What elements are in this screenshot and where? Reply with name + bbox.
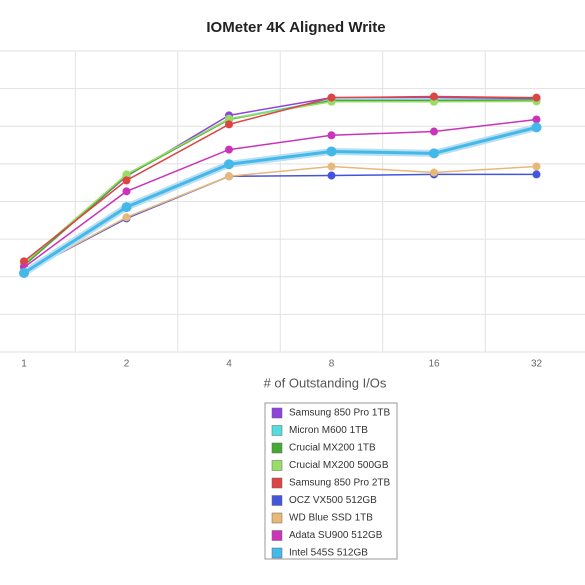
data-point [430,127,438,136]
data-point [531,122,542,133]
data-point [532,170,541,179]
series-line [23,173,537,273]
data-point [326,146,337,157]
data-point [122,176,131,185]
legend-swatch [271,442,283,454]
legend-label: OCZ VX500 512GB [289,495,377,506]
data-point [327,162,336,171]
data-point [224,159,234,170]
series-line [23,165,537,273]
legend-label: Crucial MX200 1TB [289,443,376,454]
data-point [225,145,233,154]
legend-swatch [271,530,283,541]
legend-swatch [271,407,283,419]
series-line [23,125,537,275]
data-point [122,187,131,196]
data-point [122,170,131,179]
legend-swatch [271,460,283,471]
data-point [532,162,541,171]
legend-label: Crucial MX200 500GB [289,460,389,471]
legend-swatch [271,495,283,506]
chart-title: IOMeter 4K Aligned Write [206,19,385,36]
x-axis-label: # of Outstanding I/Os [264,375,387,390]
data-point [225,120,233,129]
x-tick-label: 2 [124,359,130,370]
data-point [532,115,541,124]
data-point [225,114,233,123]
x-tick-label: 32 [531,359,543,370]
data-point [532,93,541,102]
data-point [430,168,438,177]
x-tick-label: 4 [226,359,232,370]
legend-label: Intel 545S 512GB [289,548,368,559]
data-point [225,172,233,181]
legend-label: Samsung 850 Pro 2TB [289,478,390,489]
data-point [327,93,336,102]
legend-label: Micron M600 1TB [289,425,368,436]
data-point [121,202,132,213]
data-point [327,131,336,140]
x-tick-label: 8 [329,359,335,370]
x-tick-label: 16 [428,359,440,370]
series-line [23,118,537,268]
data-point [327,171,336,180]
legend-swatch [271,425,283,436]
legend-label: Samsung 850 Pro 1TB [289,408,390,419]
legend-label: Adata SU900 512GB [289,530,383,541]
legend-label: WD Blue SSD 1TB [289,513,373,524]
data-point [20,257,28,266]
legend-swatch [271,512,283,524]
data-point [430,92,438,101]
data-point [122,213,131,222]
data-point [19,267,29,278]
x-tick-label: 1 [21,359,27,370]
series-line [23,95,537,262]
legend-box [264,402,398,560]
data-point [429,148,439,159]
legend-swatch [271,547,283,559]
legend-swatch [271,477,283,489]
